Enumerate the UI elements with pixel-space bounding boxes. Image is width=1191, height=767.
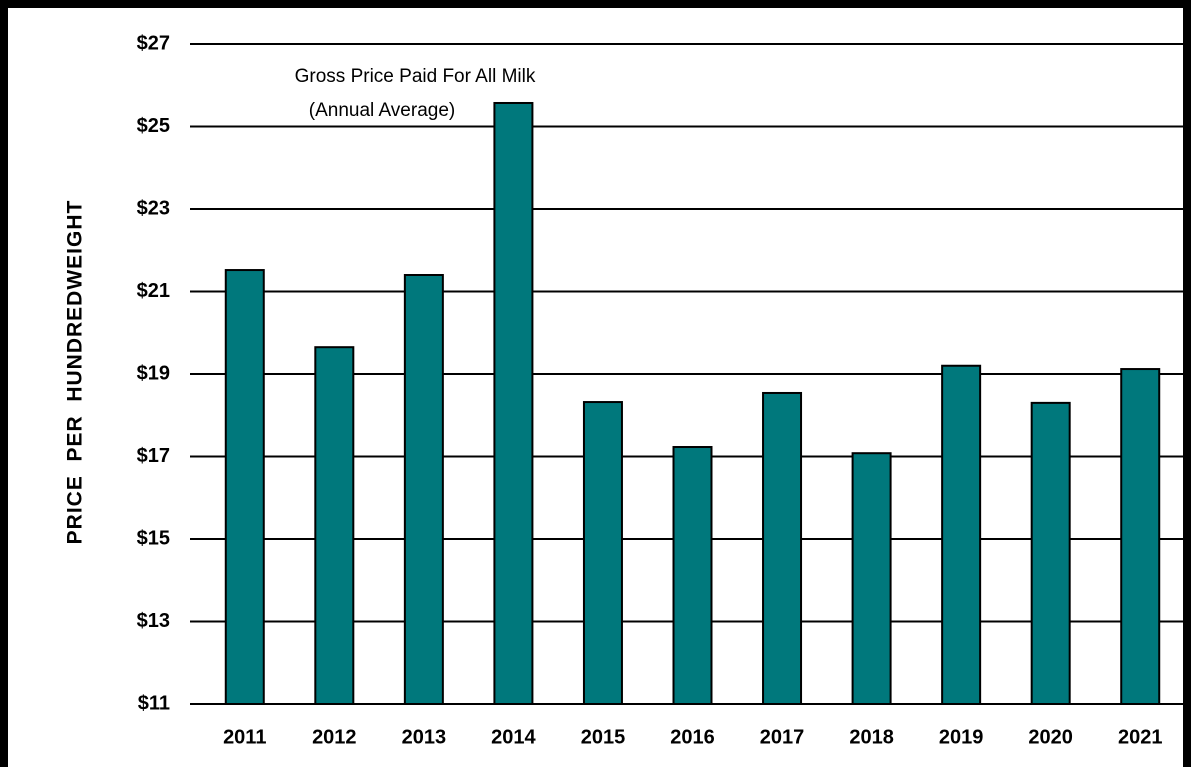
- x-tick-label: 2020: [1028, 726, 1073, 748]
- y-axis-label: PRICE PER HUNDREDWEIGHT: [64, 200, 87, 545]
- y-tick-label: $11: [138, 692, 170, 714]
- y-tick-label: $27: [137, 32, 170, 54]
- bar: [1120, 368, 1161, 705]
- bar: [1030, 401, 1071, 705]
- y-tick-label: $23: [137, 197, 170, 219]
- bar: [224, 269, 265, 705]
- bar: [314, 346, 355, 705]
- x-tick-label: 2013: [402, 726, 447, 748]
- annotation: Gross Price Paid For All Milk: [295, 66, 536, 87]
- x-tick-label: 2012: [312, 726, 357, 748]
- x-tick-label: 2015: [581, 726, 626, 748]
- y-tick-label: $15: [137, 527, 170, 549]
- x-tick-label: 2019: [939, 726, 984, 748]
- bar: [493, 101, 534, 706]
- y-tick-label: $17: [137, 445, 170, 467]
- x-tick-label: 2016: [670, 726, 715, 748]
- bar: [582, 401, 623, 705]
- x-tick-label: 2021: [1118, 726, 1163, 748]
- bar: [672, 446, 713, 705]
- bar: [762, 391, 803, 705]
- y-tick-label: $25: [137, 115, 170, 137]
- bar: [851, 452, 892, 706]
- x-tick-label: 2011: [223, 726, 266, 748]
- x-tick-label: 2018: [849, 726, 894, 748]
- y-tick-label: $13: [137, 610, 170, 632]
- annotation: (Annual Average): [309, 100, 455, 121]
- bar: [941, 364, 982, 705]
- x-tick-label: 2017: [760, 726, 805, 748]
- x-tick-label: 2014: [491, 726, 536, 748]
- y-tick-label: $19: [137, 362, 170, 384]
- y-tick-label: $21: [137, 280, 170, 302]
- bar: [403, 274, 444, 705]
